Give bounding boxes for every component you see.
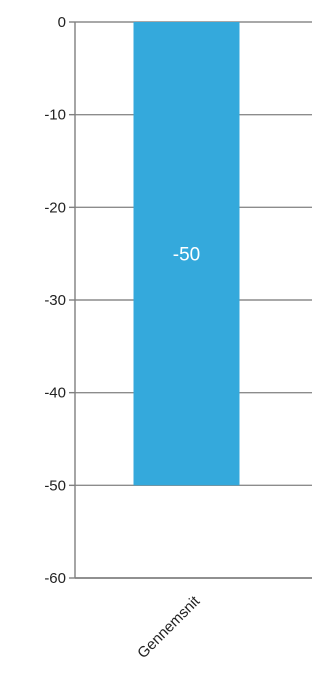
y-tick-label: -10 [44, 107, 66, 124]
data-label: -50 [173, 245, 200, 266]
y-tick-label: -60 [44, 570, 66, 587]
y-tick-label: -40 [44, 385, 66, 402]
x-category-label: Gennemsnit [134, 592, 204, 662]
y-tick-label: -30 [44, 292, 66, 309]
y-tick-label: -20 [44, 199, 66, 216]
y-tick-label: -50 [44, 477, 66, 494]
bars [133, 22, 240, 486]
y-tick-label: 0 [58, 14, 66, 31]
axes [69, 21, 312, 579]
bar [133, 22, 240, 486]
